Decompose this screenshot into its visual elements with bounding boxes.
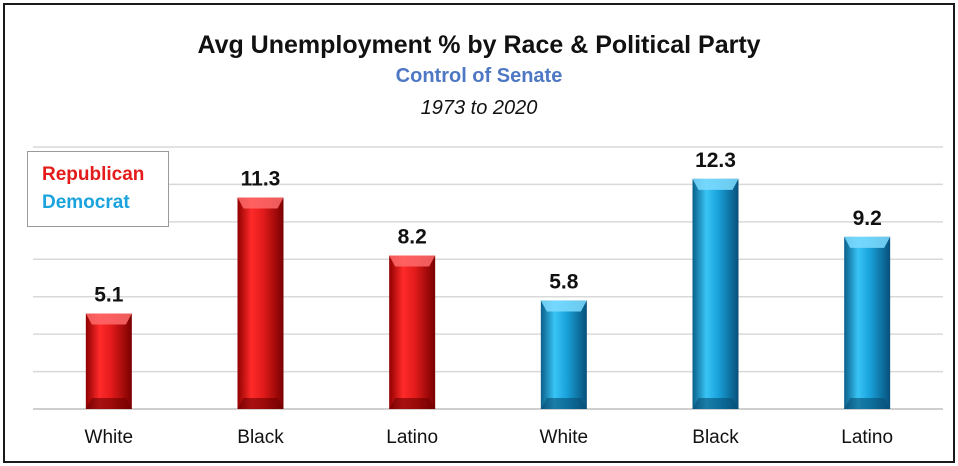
chart-title: Avg Unemployment % by Race & Political P…	[197, 31, 761, 59]
bar-body	[844, 236, 891, 409]
bar-bottom-bevel	[237, 398, 284, 409]
chart-legend: Republican Democrat	[27, 151, 169, 227]
bar-democrat-white	[540, 300, 587, 409]
category-label-black: Black	[692, 427, 739, 448]
category-label-white: White	[540, 427, 589, 448]
bar-bottom-bevel	[844, 398, 891, 409]
bar-bottom-bevel	[85, 398, 132, 409]
data-label: 8.2	[398, 226, 427, 249]
category-label-latino: Latino	[386, 427, 438, 448]
chart-subtitle: Control of Senate	[395, 65, 563, 87]
legend-item-democrat: Democrat	[42, 192, 130, 213]
bar-democrat-latino	[844, 236, 891, 409]
bar-body	[389, 255, 436, 409]
data-label: 5.1	[94, 284, 124, 307]
chart-frame: 5.1 11.3 8.2 5.8 12.3 9.2 White Black Latino Whi…	[3, 3, 955, 463]
category-label-black: Black	[237, 427, 284, 448]
bar-bottom-bevel	[540, 398, 587, 409]
data-label: 9.2	[853, 207, 882, 230]
data-label: 5.8	[549, 270, 579, 293]
bar-republican-white	[85, 313, 132, 409]
bar-body	[85, 313, 132, 409]
data-label: 11.3	[241, 168, 281, 191]
bar-top-bevel	[389, 255, 436, 267]
chart-date-range: 1973 to 2020	[420, 97, 538, 119]
legend-item-republican: Republican	[42, 164, 145, 185]
category-label-white: White	[85, 427, 134, 448]
bar-bottom-bevel	[692, 398, 739, 409]
bar-republican-latino	[389, 255, 436, 409]
bar-democrat-black	[692, 178, 739, 409]
category-label-latino: Latino	[841, 427, 893, 448]
bar-top-bevel	[85, 313, 132, 325]
bar-body	[237, 197, 284, 409]
bar-chart-plot: 5.1 11.3 8.2 5.8 12.3 9.2 White Black Latino Whi…	[33, 146, 943, 448]
bar-top-bevel	[540, 300, 587, 312]
bar-body	[540, 300, 587, 409]
bar-top-bevel	[237, 197, 284, 209]
bar-top-bevel	[692, 178, 739, 190]
data-label: 12.3	[695, 149, 736, 172]
bar-top-bevel	[844, 236, 891, 248]
bar-republican-black	[237, 197, 284, 409]
bar-body	[692, 178, 739, 409]
bar-bottom-bevel	[389, 398, 436, 409]
